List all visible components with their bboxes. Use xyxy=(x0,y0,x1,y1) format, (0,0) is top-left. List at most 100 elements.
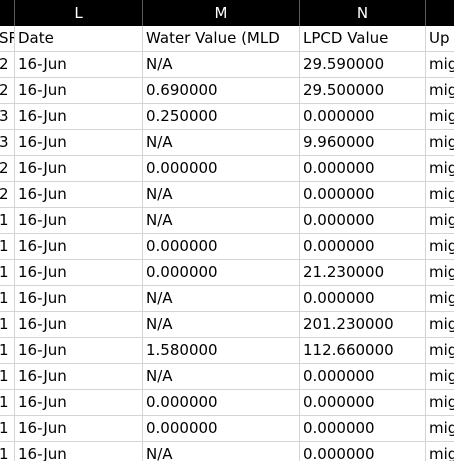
cell-lpcd-value[interactable]: 0.000000 xyxy=(300,390,426,415)
cell-date[interactable]: 16-Jun xyxy=(15,286,143,311)
cell-date[interactable]: 16-Jun xyxy=(15,312,143,337)
cell-sr[interactable]: 1 xyxy=(0,442,15,461)
cell-up[interactable]: mig xyxy=(429,393,454,411)
cell-water-value[interactable]: 0.690000 xyxy=(143,78,300,103)
cell-water-value[interactable]: N/A xyxy=(143,130,300,155)
cell-up[interactable]: mig xyxy=(429,81,454,99)
column-header-m[interactable]: M xyxy=(143,0,300,26)
cell-sr[interactable]: 1 xyxy=(0,416,15,441)
cell-date[interactable]: 16-Jun xyxy=(15,234,143,259)
cell-water-value[interactable]: 0.250000 xyxy=(143,104,300,129)
column-header-l[interactable]: L xyxy=(15,0,143,26)
cell-up[interactable]: mig xyxy=(429,55,454,73)
cell-water-value[interactable]: 0.000000 xyxy=(143,260,300,285)
cell-lpcd-value[interactable]: 29.590000 xyxy=(300,52,426,77)
cell-sr[interactable]: 3 xyxy=(0,130,15,155)
cell-sr[interactable]: 2 xyxy=(0,182,15,207)
column-header-k[interactable] xyxy=(0,0,15,26)
cell-up[interactable]: mig xyxy=(429,367,454,385)
cell-up[interactable]: mig xyxy=(429,315,454,333)
cell-date[interactable]: 16-Jun xyxy=(15,338,143,363)
cell-sr[interactable]: 2 xyxy=(0,156,15,181)
cell-up[interactable]: mig xyxy=(429,107,454,125)
cell-date[interactable]: 16-Jun xyxy=(15,130,143,155)
cell-sr[interactable]: 2 xyxy=(0,52,15,77)
cell-up[interactable]: mig xyxy=(429,263,454,281)
column-header-bar: L M N xyxy=(0,0,454,26)
cell-date[interactable]: 16-Jun xyxy=(15,182,143,207)
column-header-o[interactable] xyxy=(426,0,454,26)
cell-lpcd-value[interactable]: 29.500000 xyxy=(300,78,426,103)
cell-date[interactable]: 16-Jun xyxy=(15,364,143,389)
cell-lpcd-value[interactable]: 0.000000 xyxy=(300,182,426,207)
cell-date[interactable]: 16-Jun xyxy=(15,416,143,441)
cell-date[interactable]: 16-Jun xyxy=(15,208,143,233)
cell-date[interactable]: 16-Jun xyxy=(15,260,143,285)
cell-water-value[interactable]: N/A xyxy=(143,442,300,461)
cell-date[interactable]: 16-Jun xyxy=(15,104,143,129)
cell-water-value[interactable]: N/A xyxy=(143,286,300,311)
cell-up[interactable]: mig xyxy=(429,445,454,461)
cell-lpcd-value[interactable]: 0.000000 xyxy=(300,442,426,461)
cell-water-value[interactable]: 1.580000 xyxy=(143,338,300,363)
cell-lpcd-value[interactable]: 9.960000 xyxy=(300,130,426,155)
cell-sr[interactable]: 3 xyxy=(0,104,15,129)
cell-lpcd-value[interactable]: 201.230000 xyxy=(300,312,426,337)
cell-water-value[interactable]: 0.000000 xyxy=(143,416,300,441)
cell-date[interactable]: 16-Jun xyxy=(15,78,143,103)
cell-up[interactable]: mig xyxy=(429,185,454,203)
header-cell-up[interactable]: Up xyxy=(429,29,450,47)
cell-date[interactable]: 16-Jun xyxy=(15,442,143,461)
cell-water-value[interactable]: N/A xyxy=(143,182,300,207)
cell-lpcd-value[interactable]: 0.000000 xyxy=(300,416,426,441)
cell-up[interactable]: mig xyxy=(429,289,454,307)
cell-water-value[interactable]: N/A xyxy=(143,208,300,233)
cell-lpcd-value[interactable]: 0.000000 xyxy=(300,364,426,389)
header-cell-lpcd-value[interactable]: LPCD Value xyxy=(300,26,426,51)
cell-sr[interactable]: 1 xyxy=(0,312,15,337)
cell-lpcd-value[interactable]: 0.000000 xyxy=(300,208,426,233)
cell-water-value[interactable]: N/A xyxy=(143,52,300,77)
cell-up[interactable]: mig xyxy=(429,341,454,359)
cell-up[interactable]: mig xyxy=(429,211,454,229)
header-cell-water-value[interactable]: Water Value (MLD xyxy=(143,26,300,51)
cell-lpcd-value[interactable]: 21.230000 xyxy=(300,260,426,285)
cell-sr[interactable]: 1 xyxy=(0,364,15,389)
cell-water-value[interactable]: N/A xyxy=(143,364,300,389)
cell-lpcd-value[interactable]: 0.000000 xyxy=(300,286,426,311)
cell-up[interactable]: mig xyxy=(429,419,454,437)
cell-lpcd-value[interactable]: 0.000000 xyxy=(300,156,426,181)
cell-sr[interactable]: 1 xyxy=(0,390,15,415)
cell-lpcd-value[interactable]: 112.660000 xyxy=(300,338,426,363)
cell-sr[interactable]: 1 xyxy=(0,208,15,233)
cell-up[interactable]: mig xyxy=(429,133,454,151)
cell-sr[interactable]: 1 xyxy=(0,234,15,259)
header-cell-sr[interactable]: SR xyxy=(0,26,15,51)
cell-sr[interactable]: 1 xyxy=(0,286,15,311)
cell-water-value[interactable]: 0.000000 xyxy=(143,390,300,415)
cell-sr[interactable]: 1 xyxy=(0,338,15,363)
cell-lpcd-value[interactable]: 0.000000 xyxy=(300,234,426,259)
cell-date[interactable]: 16-Jun xyxy=(15,390,143,415)
cell-water-value[interactable]: 0.000000 xyxy=(143,234,300,259)
cell-water-value[interactable]: N/A xyxy=(143,312,300,337)
cell-date[interactable]: 16-Jun xyxy=(15,156,143,181)
cell-sr[interactable]: 1 xyxy=(0,260,15,285)
cell-water-value[interactable]: 0.000000 xyxy=(143,156,300,181)
cell-grid: SR Date Water Value (MLD LPCD Value Up 2… xyxy=(0,26,454,461)
cell-date[interactable]: 16-Jun xyxy=(15,52,143,77)
cell-up[interactable]: mig xyxy=(429,159,454,177)
column-header-n[interactable]: N xyxy=(300,0,426,26)
cell-sr[interactable]: 2 xyxy=(0,78,15,103)
header-cell-date[interactable]: Date xyxy=(15,26,143,51)
cell-lpcd-value[interactable]: 0.000000 xyxy=(300,104,426,129)
cell-up[interactable]: mig xyxy=(429,237,454,255)
